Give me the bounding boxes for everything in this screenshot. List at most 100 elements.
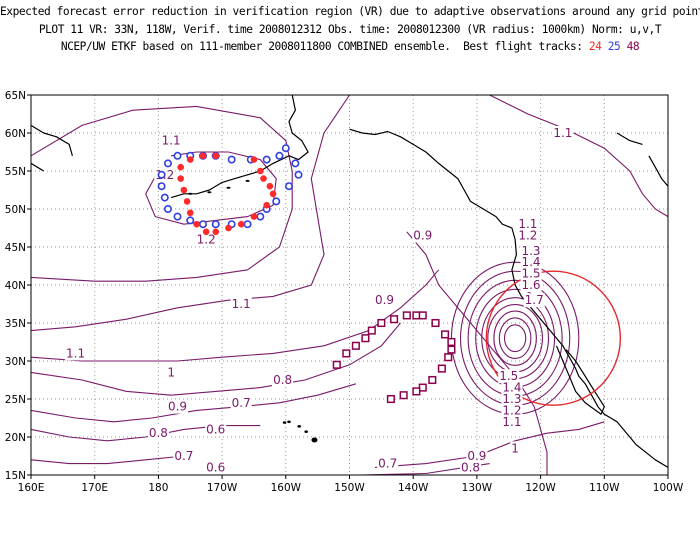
contour-label: 0.9 [375,293,394,307]
coastline [30,124,73,156]
aleutian-island [207,191,212,194]
track-25-label: 25 [607,40,621,53]
contour-ring [493,310,537,366]
contour-line [489,94,669,218]
track-24-point [180,186,188,194]
contour-label: 1.1 [553,126,572,140]
contour-label-bg [517,228,539,243]
contour-line [30,322,401,396]
track-25-point [211,220,220,229]
track-24-point [257,167,264,175]
track-25-point [256,212,265,221]
track-25-point [163,159,172,168]
track-48-point [367,326,376,335]
aleutian-island [226,186,231,189]
track-48-point [428,375,437,385]
contour-label-bg [373,293,396,308]
lon-tick-label: 150W [334,482,365,494]
track-24-point [202,228,210,236]
track-25-point [160,193,169,202]
lon-tick-label: 170E [81,482,108,494]
track-48-point [351,341,360,350]
track-25-point [243,220,252,229]
contour-label: 1.6 [521,278,540,292]
track-48-point [447,345,456,354]
track-25-point [294,170,303,179]
track-24-point [183,198,191,205]
track-48-point [444,353,453,362]
contour-label: 1.1 [518,217,537,231]
lat-tick-label: 30N [5,356,26,368]
lon-tick-label: 100W [653,482,684,494]
contour-label-bg [520,266,542,281]
lat-tick-label: 45N [5,242,26,254]
contour-ring [503,324,527,353]
contour-label-bg [166,399,189,414]
aleutian-island [245,179,250,182]
track-25-point [284,182,293,191]
lat-tick-label: 35N [5,318,26,330]
track-24-point [177,163,184,171]
coastline [555,345,605,415]
track-24-point [199,152,207,160]
hawaii-island [297,425,301,428]
track-25-point [275,151,284,160]
contour-label: 1.7 [525,293,544,307]
contour-label-bg [147,426,169,441]
contour-label-bg [459,460,482,475]
coastline [30,162,45,172]
contour-line [30,383,357,423]
contour-label-bg [501,380,523,395]
contour-label: 0.8 [149,426,168,440]
contour-label: 1 [167,365,175,379]
contour-label-bg [205,422,227,437]
lon-tick-label: 140W [398,482,429,494]
contour-label: 1.3 [502,392,521,406]
track-25-point [262,155,271,164]
contour-label: 0.7 [378,457,397,471]
contour-line [145,151,277,225]
contour-label-bg [517,217,539,232]
track-24-point [260,175,267,182]
track-25-point [157,170,166,179]
track-48-label: 48 [626,40,640,53]
contour-label: 1.2 [197,232,216,246]
contour-line [374,421,605,468]
hawaii-island [311,437,318,443]
contour-label-bg [552,126,574,140]
track-48-point [441,330,450,339]
lon-tick-label: 180 [148,482,168,494]
contour-label-bg [501,414,523,429]
track-48-point [437,364,446,373]
contour-label-bg [523,293,545,308]
track-24-point [186,209,194,217]
track-48-point [418,383,427,392]
lat-tick-label: 15N [5,470,26,482]
lat-tick-label: 65N [5,90,26,102]
contour-label: 1.4 [502,381,521,395]
contour-label: 1.1 [502,415,521,429]
contour-ring [487,303,543,373]
coastline [648,155,669,187]
contour-line [406,231,548,475]
track-48-point [342,349,351,358]
contour-line [30,455,184,465]
track-48-point [418,311,427,320]
flight-tracks [157,144,456,404]
lat-tick-label: 40N [5,280,26,292]
contour-label: 0.7 [232,396,251,410]
track-48-point [412,311,421,320]
contour-label-bg [520,278,542,292]
contour-label-bg [520,255,542,270]
contour-label: 1.1 [66,346,85,360]
hawaii-island [282,421,287,424]
lon-tick-label: 130W [462,482,493,494]
contour-labels: 1.11.21.21.11.110.90.80.70.60.90.80.70.6… [65,126,574,475]
track-48-point [431,318,440,328]
lat-tick-label: 55N [5,166,26,178]
track-24-point [193,220,200,228]
track-24-point [237,220,245,228]
contour-label-bg [173,449,195,463]
lat-tick-label: 50N [5,204,26,216]
